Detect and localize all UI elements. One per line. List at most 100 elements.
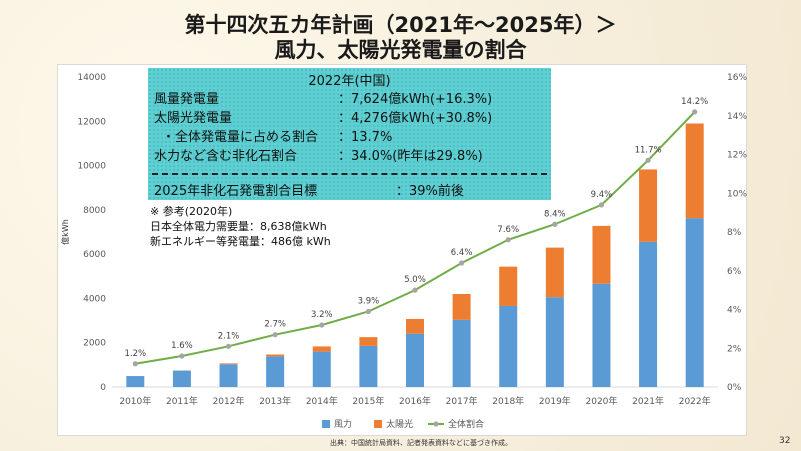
legend-label-solar: 太陽光 <box>386 418 413 430</box>
bar-wind <box>312 351 331 387</box>
line-marker <box>412 287 418 293</box>
bar-wind <box>452 319 471 387</box>
x-tick-label: 2016年 <box>399 395 431 407</box>
page-title-line2: 風力、太陽光発電量の割合 <box>274 38 527 62</box>
line-marker <box>365 308 371 315</box>
bar-wind <box>592 283 611 387</box>
line-marker <box>459 260 465 266</box>
bar-wind <box>639 241 658 387</box>
reference-demand: 日本全体電力需要量：8,638億kWh <box>150 220 327 233</box>
x-tick-label: 2011年 <box>166 395 198 407</box>
line-marker <box>598 202 605 208</box>
info-target-value: ：39%前後 <box>396 184 464 199</box>
bar-solar <box>499 266 518 306</box>
legend-swatch-solar <box>374 420 382 428</box>
x-tick-label: 2019年 <box>539 395 571 407</box>
x-tick-label: 2010年 <box>119 395 151 407</box>
y-tick-label: 8000 <box>83 206 106 216</box>
data-label-share: 8.4% <box>544 209 566 219</box>
y2-tick-label: 6% <box>727 267 742 277</box>
y2-tick-label: 12% <box>727 151 747 161</box>
dashed-divider <box>152 173 547 175</box>
data-label-share: 1.2% <box>125 349 147 359</box>
bar-wind <box>172 370 191 387</box>
data-label-share: 3.9% <box>358 296 380 306</box>
bar-solar <box>545 247 564 298</box>
y-tick-label: 6000 <box>83 250 106 260</box>
data-label-share: 9.4% <box>591 190 613 200</box>
info-row-value-share: ：13.7% <box>338 130 393 145</box>
data-label-share: 7.6% <box>497 225 519 235</box>
x-tick-label: 2020年 <box>586 395 618 407</box>
info-target-label: 2025年非化石発電割合目標 <box>154 184 318 199</box>
y-tick-label: 10000 <box>77 162 106 172</box>
info-box: 2022年(中国) 風量発電量 ：7,624億kWh(+16.3%) 太陽光発電… <box>148 68 551 200</box>
line-marker <box>225 343 232 349</box>
bar-solar <box>592 225 611 284</box>
bar-solar <box>266 354 285 357</box>
legend-marker-share <box>433 421 439 427</box>
bar-wind <box>219 364 238 387</box>
page-title-line1: 第十四次五カ年計画（2021年～2025年）＞ <box>184 13 617 37</box>
data-label-share: 2.1% <box>218 331 240 341</box>
y-tick-label: 2000 <box>83 339 106 349</box>
y2-tick-label: 8% <box>727 228 742 238</box>
bar-wind <box>359 345 378 387</box>
legend-swatch-wind <box>322 420 330 428</box>
source-note: 出典：中国統計局資料、記者発表資料などに基づき作成。 <box>330 439 512 447</box>
y2-tick-label: 10% <box>727 189 747 199</box>
info-row-value-solar: ：4,276億kWh(+30.8%) <box>338 111 493 126</box>
x-tick-label: 2017年 <box>446 395 478 407</box>
data-label-share: 3.2% <box>311 310 333 320</box>
info-row-label-wind: 風量発電量 <box>154 92 220 107</box>
line-marker <box>645 157 651 163</box>
y-tick-label: 4000 <box>83 294 106 304</box>
info-row-label-solar: 太陽光発電量 <box>154 111 233 126</box>
y-tick-label: 12000 <box>77 117 106 127</box>
y2-tick-label: 2% <box>727 344 742 354</box>
reference-heading: ※ 参考(2020年) <box>150 205 233 218</box>
data-label-share: 2.7% <box>264 320 286 330</box>
y-tick-label: 0 <box>100 383 106 393</box>
bar-wind <box>266 356 285 387</box>
info-row-label-share: ・全体発電量に占める割合 <box>162 130 319 145</box>
line-marker <box>272 332 278 338</box>
bar-wind <box>545 297 564 387</box>
x-tick-label: 2021年 <box>632 395 664 407</box>
bar-solar <box>219 363 238 365</box>
bar-wind <box>126 376 145 387</box>
line-marker <box>319 322 325 328</box>
x-tick-label: 2022年 <box>679 395 711 407</box>
y-tick-label: 14000 <box>77 73 106 83</box>
info-row-value-nonfossil: ：34.0%(昨年は29.8%) <box>338 149 483 164</box>
data-label-share: 1.6% <box>171 341 193 351</box>
line-marker <box>179 353 185 359</box>
x-tick-label: 2014年 <box>306 395 338 407</box>
y2-tick-label: 4% <box>727 306 742 316</box>
y2-tick-label: 16% <box>727 73 747 83</box>
y2-tick-label: 0% <box>727 383 742 393</box>
bar-solar <box>312 346 331 352</box>
data-label-share: 6.4% <box>451 248 473 258</box>
x-tick-label: 2015年 <box>352 395 384 407</box>
data-label-share: 5.0% <box>404 275 426 285</box>
x-tick-label: 2013年 <box>259 395 291 407</box>
data-label-share: 14.2% <box>681 97 708 107</box>
info-year: 2022年(中国) <box>308 74 391 89</box>
bar-wind <box>406 333 424 387</box>
line-marker <box>692 109 698 115</box>
info-row-label-nonfossil: 水力など含む非化石割合 <box>154 149 298 164</box>
reference-new-energy: 新エネルギー等発電量：486億 kWh <box>150 235 331 248</box>
line-marker <box>132 361 138 367</box>
bar-solar <box>406 318 424 334</box>
x-tick-label: 2018年 <box>492 395 524 407</box>
legend-label-wind: 風力 <box>334 418 352 430</box>
legend-label-share: 全体割合 <box>448 418 484 430</box>
y2-tick-label: 14% <box>727 112 747 122</box>
page-number: 32 <box>779 436 791 446</box>
bar-solar <box>359 337 378 346</box>
info-row-value-wind: ：7,624億kWh(+16.3%) <box>338 92 493 107</box>
data-label-share: 11.7% <box>635 145 662 155</box>
line-marker <box>552 221 558 227</box>
